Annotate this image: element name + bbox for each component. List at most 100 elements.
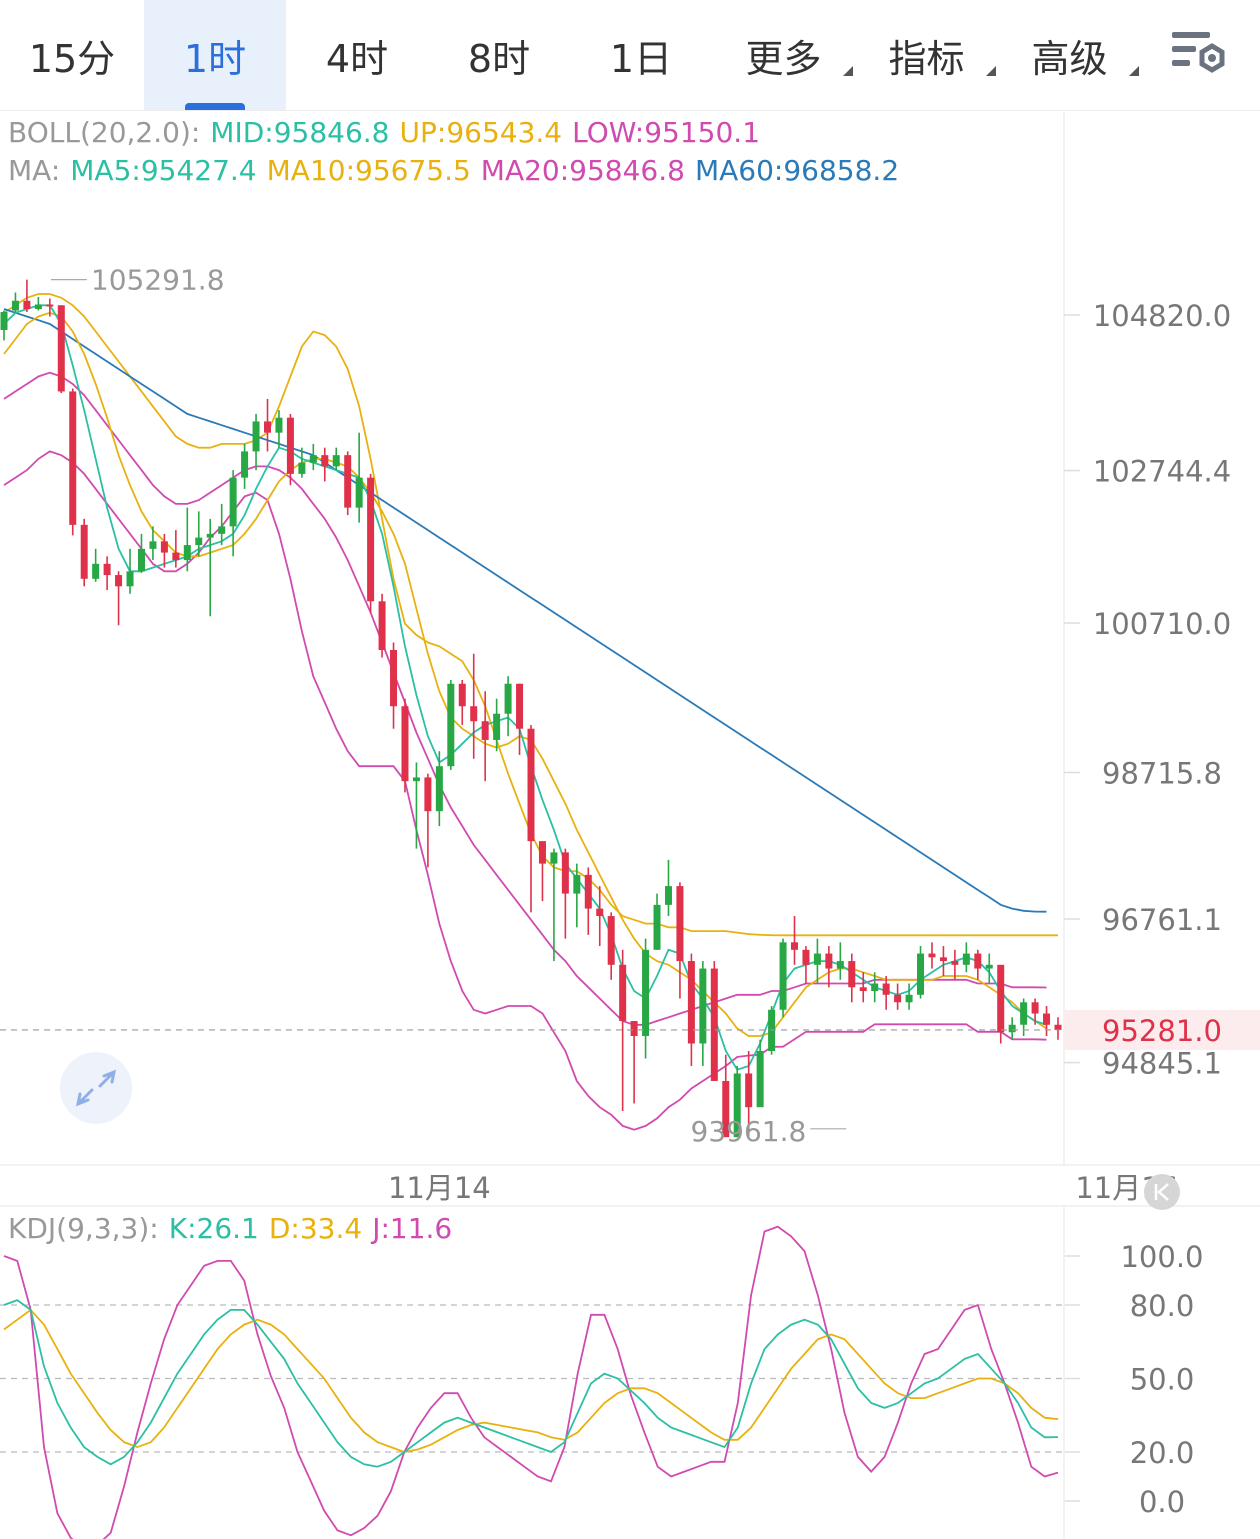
candle-body bbox=[126, 571, 134, 587]
tab-label: 4时 bbox=[325, 36, 389, 81]
current-price-badge bbox=[1064, 1009, 1260, 1050]
tab-8[interactable]: 高级 bbox=[998, 0, 1141, 110]
candle bbox=[573, 863, 581, 928]
candle bbox=[435, 751, 443, 827]
scroll-button-bg bbox=[1144, 1174, 1180, 1210]
ma10-value: MA10:95675.5 bbox=[267, 154, 471, 187]
candle bbox=[470, 653, 478, 759]
candle bbox=[985, 953, 993, 984]
candle-body bbox=[367, 477, 375, 602]
candle-body bbox=[527, 728, 535, 842]
candle bbox=[69, 388, 77, 536]
price-tick-label: 98715.8 bbox=[1102, 756, 1222, 790]
candle-body bbox=[355, 477, 363, 508]
candle bbox=[791, 916, 798, 965]
scroll-to-latest-icon bbox=[1154, 1183, 1169, 1201]
candle-body bbox=[791, 942, 798, 950]
candle-body bbox=[951, 961, 959, 965]
candle-body bbox=[206, 533, 214, 538]
candle bbox=[493, 698, 501, 752]
ma60-value: MA60:96858.2 bbox=[695, 154, 899, 187]
candle-body bbox=[481, 721, 489, 740]
candle-body bbox=[939, 957, 947, 962]
tab-1[interactable]: 15分 bbox=[0, 0, 144, 110]
candle bbox=[34, 297, 42, 311]
candle-body bbox=[160, 541, 168, 553]
candle bbox=[917, 946, 925, 999]
candle-body bbox=[630, 1021, 638, 1037]
ma10-line bbox=[3, 311, 1047, 1037]
candle-body bbox=[504, 683, 512, 714]
candle-body bbox=[905, 994, 913, 1003]
candle bbox=[229, 470, 237, 557]
high-annotation: 105291.8 bbox=[91, 264, 225, 297]
candle bbox=[126, 548, 134, 594]
candle bbox=[458, 679, 466, 725]
candle bbox=[286, 413, 294, 486]
candle bbox=[710, 961, 718, 1081]
candle bbox=[57, 305, 65, 393]
candle-body bbox=[561, 852, 569, 894]
candle bbox=[115, 571, 123, 626]
candle bbox=[344, 451, 352, 516]
tab-label: 8时 bbox=[467, 36, 531, 81]
candle-body bbox=[962, 953, 970, 965]
candle bbox=[481, 691, 489, 782]
candle-body bbox=[241, 451, 249, 478]
ma5-line bbox=[3, 304, 1047, 1071]
tab-label: 15分 bbox=[28, 36, 116, 81]
chart-settings-button[interactable] bbox=[1168, 28, 1230, 80]
candle-body bbox=[332, 455, 340, 467]
candle bbox=[172, 530, 180, 568]
ma60-line bbox=[3, 308, 1047, 913]
ma20-value: MA20:95846.8 bbox=[481, 154, 685, 187]
candle bbox=[504, 676, 512, 737]
expand-button[interactable] bbox=[60, 1052, 132, 1124]
candle bbox=[367, 473, 375, 613]
candle bbox=[596, 886, 604, 947]
candle-body bbox=[871, 983, 879, 992]
candle bbox=[607, 912, 615, 980]
tab-5[interactable]: 1日 bbox=[570, 0, 712, 110]
kdj-tick-label: 80.0 bbox=[1130, 1289, 1195, 1323]
candle bbox=[160, 533, 168, 568]
tab-2[interactable]: 1时 bbox=[144, 0, 286, 110]
candle-body bbox=[401, 706, 409, 782]
candle-body bbox=[458, 683, 466, 707]
tab-7[interactable]: 指标 bbox=[855, 0, 998, 110]
boll-up-value: UP:96543.4 bbox=[400, 116, 563, 149]
candle bbox=[813, 938, 821, 984]
candle-body bbox=[722, 1080, 730, 1138]
kdj-d-value: D:33.4 bbox=[269, 1212, 362, 1245]
candle-body bbox=[699, 968, 707, 1044]
candle-body bbox=[23, 300, 31, 310]
candle bbox=[183, 507, 191, 572]
candle bbox=[137, 533, 145, 573]
tab-6[interactable]: 更多 bbox=[712, 0, 855, 110]
price-tick-label: 100710.0 bbox=[1093, 607, 1231, 641]
candle bbox=[92, 548, 100, 582]
tab-3[interactable]: 4时 bbox=[286, 0, 428, 110]
boll-low-value: LOW:95150.1 bbox=[572, 116, 760, 149]
candle bbox=[848, 953, 856, 1003]
kdj-d-line bbox=[3, 1308, 1059, 1453]
candle-body bbox=[424, 777, 432, 812]
candle-body bbox=[447, 683, 455, 767]
candle-body bbox=[46, 304, 54, 307]
candle bbox=[412, 762, 420, 849]
price-tick-label: 102744.4 bbox=[1093, 455, 1231, 489]
tab-4[interactable]: 8时 bbox=[428, 0, 570, 110]
candle bbox=[802, 946, 810, 984]
expand-arrows-icon bbox=[75, 1069, 117, 1107]
candle bbox=[275, 410, 283, 448]
ma-legend: MA: MA5:95427.4 MA10:95675.5 MA20:95846.8 MA… bbox=[8, 154, 899, 187]
scroll-to-latest-button[interactable] bbox=[1144, 1174, 1180, 1210]
candle-body bbox=[80, 524, 88, 579]
candle bbox=[894, 983, 902, 1010]
kdj-tick-label: 0.0 bbox=[1139, 1485, 1185, 1519]
tab-label: 指标 bbox=[888, 36, 965, 81]
candle-body bbox=[137, 548, 145, 572]
candle-body bbox=[321, 455, 329, 467]
candle bbox=[836, 942, 844, 980]
